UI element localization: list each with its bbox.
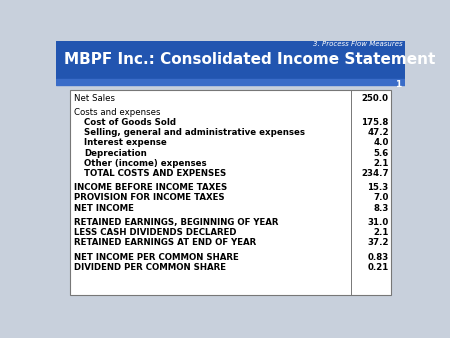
Bar [56,41,405,79]
Text: 4.0: 4.0 [374,138,389,147]
Bar [70,90,391,295]
Text: Cost of Goods Sold: Cost of Goods Sold [84,118,176,127]
Bar [56,79,405,85]
Text: 15.3: 15.3 [368,183,389,192]
Text: INCOME BEFORE INCOME TAXES: INCOME BEFORE INCOME TAXES [74,183,227,192]
Text: Net Sales: Net Sales [74,94,115,102]
Text: MBPF Inc.: Consolidated Income Statement: MBPF Inc.: Consolidated Income Statement [64,52,436,67]
Text: PROVISION FOR INCOME TAXES: PROVISION FOR INCOME TAXES [74,193,225,202]
Text: NET INCOME: NET INCOME [74,203,134,213]
Text: TOTAL COSTS AND EXPENSES: TOTAL COSTS AND EXPENSES [84,169,226,178]
Text: 250.0: 250.0 [362,94,389,102]
Text: Costs and expenses: Costs and expenses [74,108,161,117]
Text: RETAINED EARNINGS, BEGINNING OF YEAR: RETAINED EARNINGS, BEGINNING OF YEAR [74,218,279,227]
Text: Other (income) expenses: Other (income) expenses [84,159,207,168]
Text: Interest expense: Interest expense [84,138,167,147]
Text: 47.2: 47.2 [367,128,389,137]
Text: 7.0: 7.0 [374,193,389,202]
Text: 1: 1 [395,80,401,89]
Text: 0.83: 0.83 [368,253,389,262]
Text: 2.1: 2.1 [374,228,389,237]
Text: 234.7: 234.7 [361,169,389,178]
Text: Depreciation: Depreciation [84,149,147,158]
Text: 2.1: 2.1 [374,159,389,168]
Text: 0.21: 0.21 [368,263,389,272]
Text: NET INCOME PER COMMON SHARE: NET INCOME PER COMMON SHARE [74,253,239,262]
Text: DIVIDEND PER COMMON SHARE: DIVIDEND PER COMMON SHARE [74,263,226,272]
Text: 175.8: 175.8 [361,118,389,127]
Text: LESS CASH DIVIDENDS DECLARED: LESS CASH DIVIDENDS DECLARED [74,228,237,237]
Text: RETAINED EARNINGS AT END OF YEAR: RETAINED EARNINGS AT END OF YEAR [74,238,256,247]
Text: 31.0: 31.0 [368,218,389,227]
Text: 8.3: 8.3 [374,203,389,213]
Text: Selling, general and administrative expenses: Selling, general and administrative expe… [84,128,305,137]
Text: 5.6: 5.6 [374,149,389,158]
Text: 3. Process Flow Measures: 3. Process Flow Measures [313,41,403,47]
Text: 37.2: 37.2 [367,238,389,247]
